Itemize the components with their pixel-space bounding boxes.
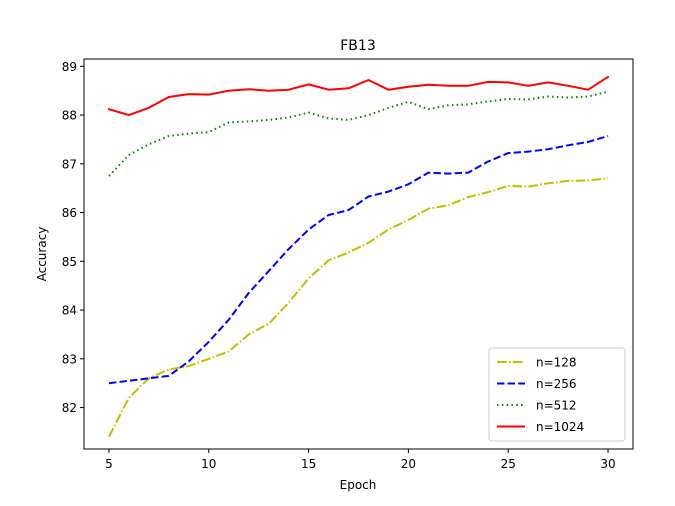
x-tick-label: 15 (301, 457, 316, 471)
series-line-n-512 (108, 90, 609, 177)
x-tick-label: 10 (201, 457, 216, 471)
plot-lines (107, 75, 610, 438)
chart-title: FB13 (340, 38, 375, 54)
y-tick-label: 85 (62, 255, 77, 269)
y-axis-label: Accuracy (35, 227, 49, 282)
legend-label: n=512 (536, 399, 577, 413)
y-tick-label: 87 (62, 157, 77, 171)
y-tick-label: 86 (62, 206, 77, 220)
legend-label: n=128 (536, 356, 577, 370)
y-axis: 82 83 84 85 86 87 88 89 (62, 60, 84, 415)
legend-label: n=1024 (536, 420, 584, 434)
plot-frame (83, 58, 634, 450)
y-tick-label: 84 (62, 304, 77, 318)
x-tick-label: 5 (105, 457, 113, 471)
series-line-n-1024 (107, 75, 610, 117)
x-tick-label: 20 (401, 457, 416, 471)
x-tick-label: 30 (600, 457, 615, 471)
legend-box (488, 347, 626, 442)
legend: n=128 n=256 n=512 n=1024 (488, 347, 626, 442)
y-tick-label: 82 (62, 401, 77, 415)
legend-label: n=256 (536, 377, 577, 391)
x-axis-label: Epoch (340, 478, 377, 492)
x-axis: 5 10 15 20 25 30 (105, 449, 616, 471)
series-line-n-256 (108, 135, 609, 385)
y-tick-label: 89 (62, 60, 77, 74)
series-line-n-128 (108, 177, 609, 438)
y-tick-label: 83 (62, 352, 77, 366)
x-tick-label: 25 (501, 457, 516, 471)
y-tick-label: 88 (62, 109, 77, 123)
